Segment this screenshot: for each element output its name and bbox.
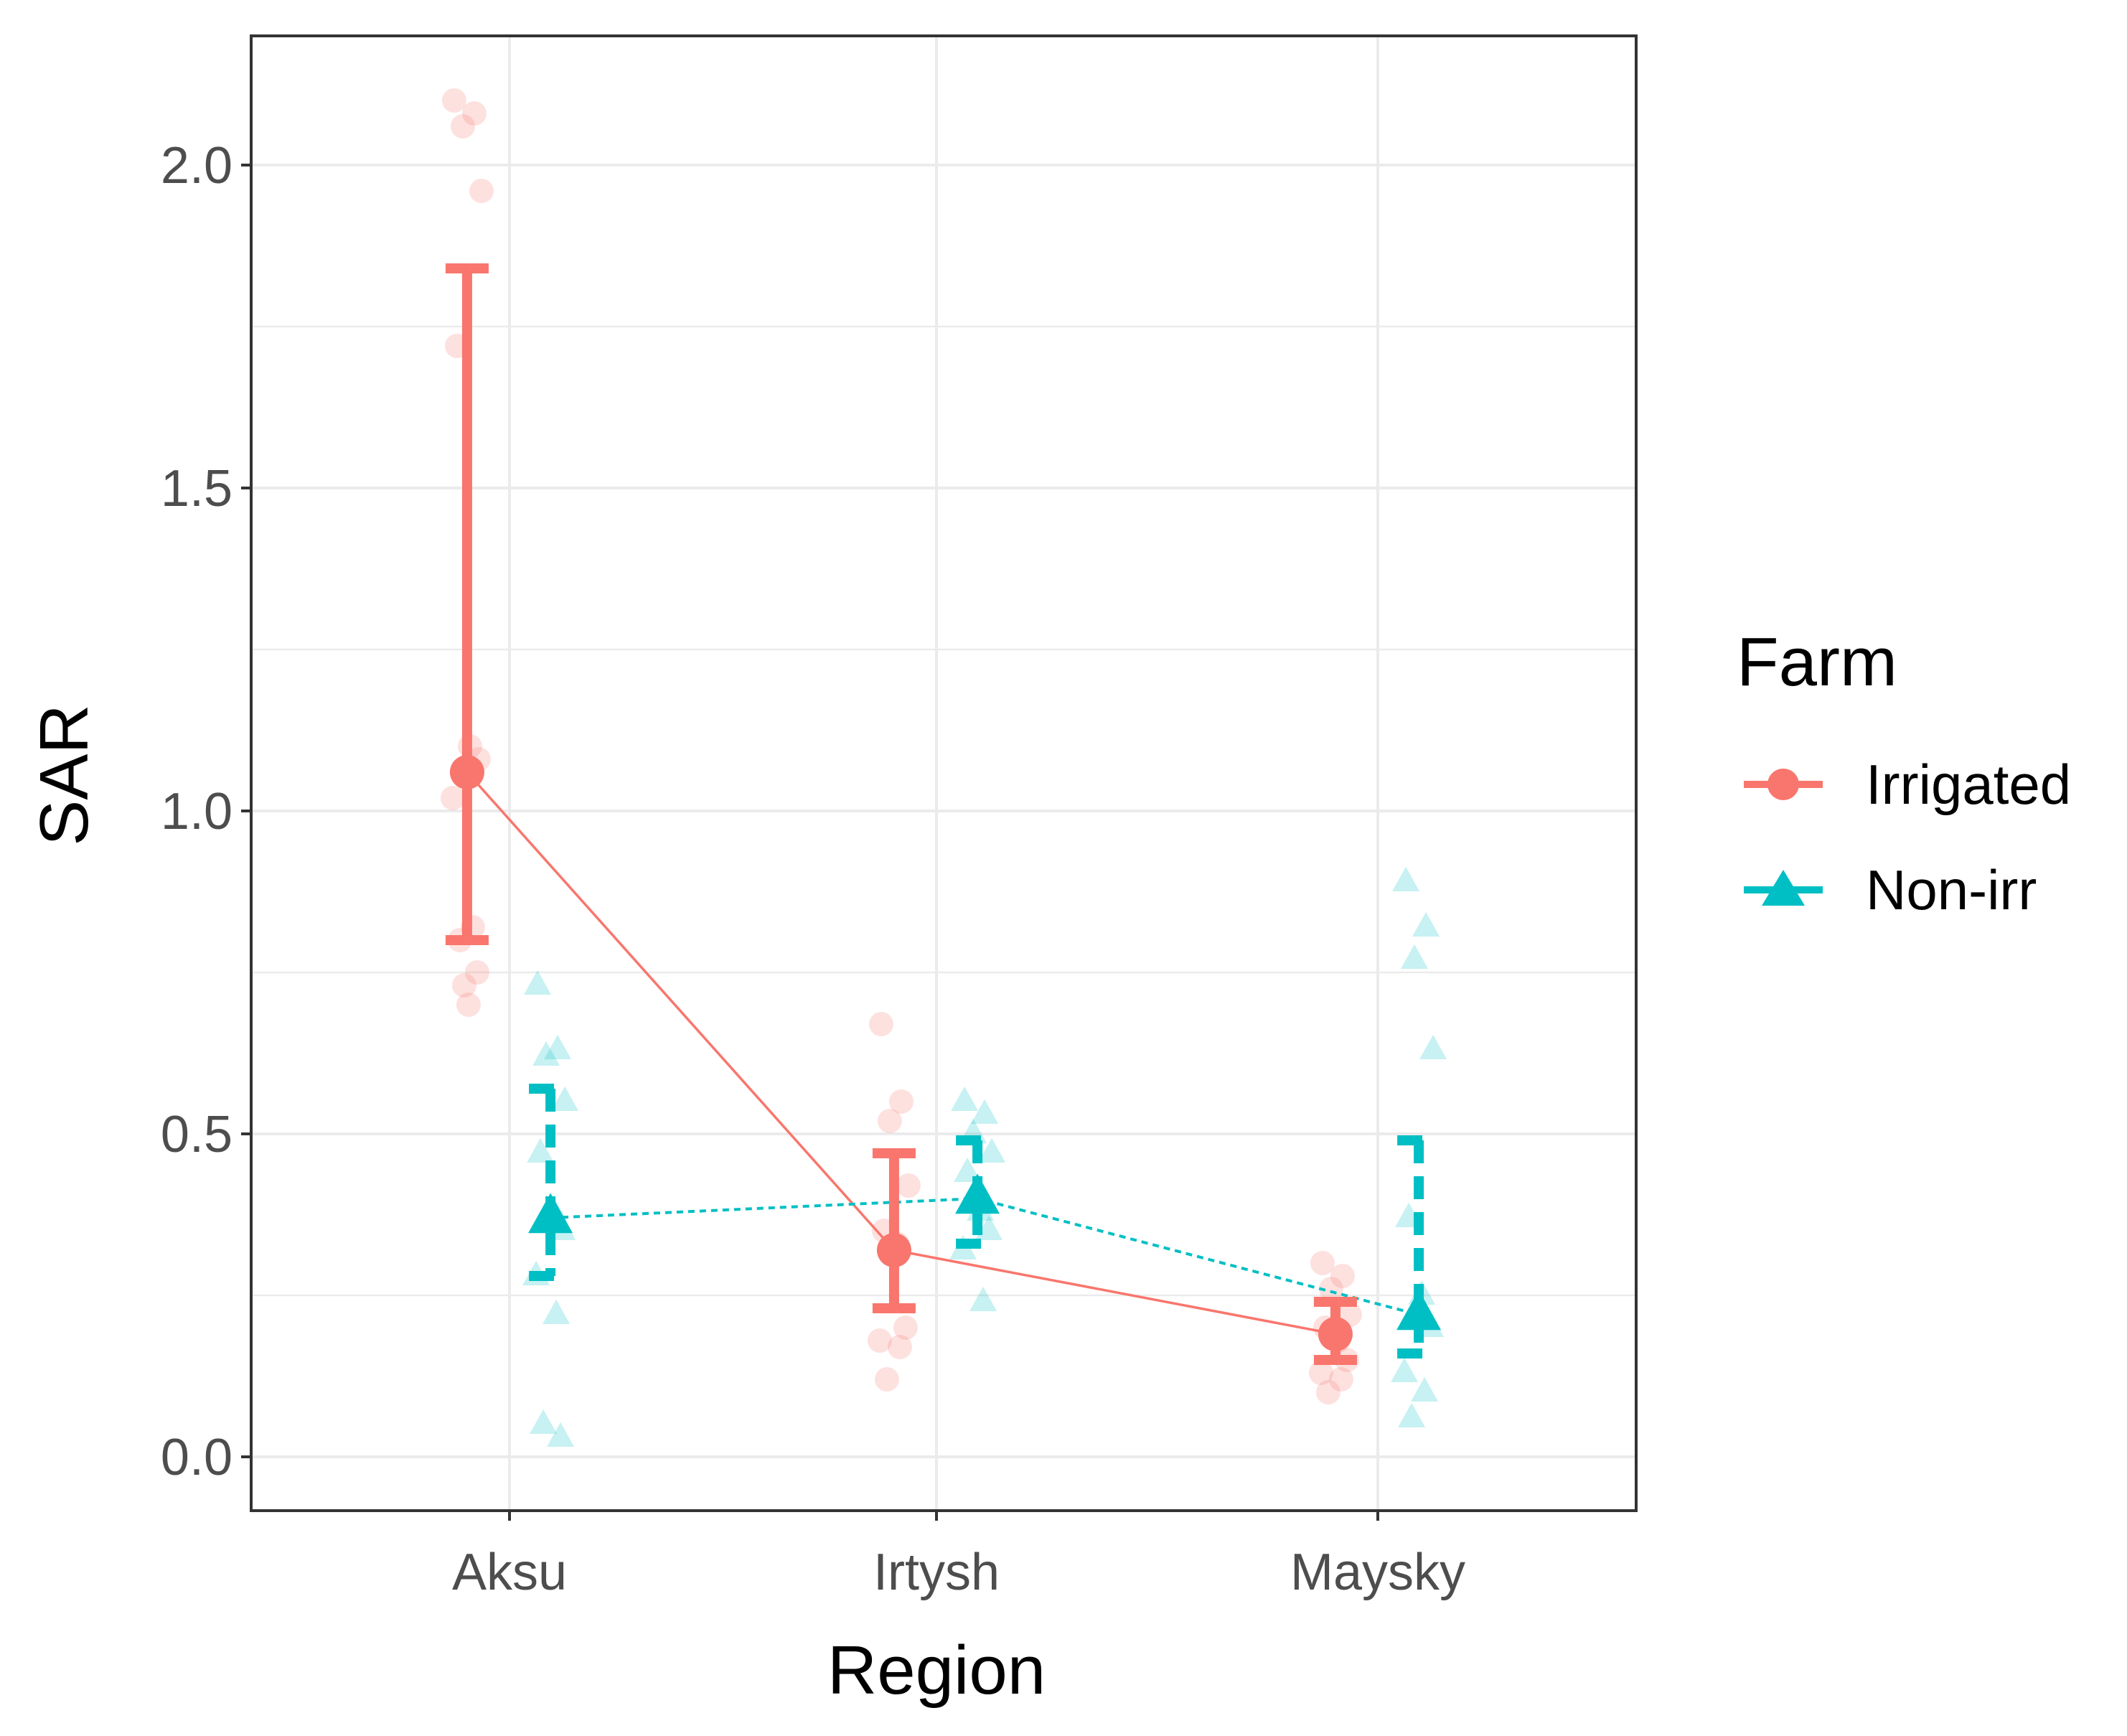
mean-point-irrigated-aksu <box>449 755 484 789</box>
y-axis-title: SAR <box>26 704 103 845</box>
raw-point-irrigated-irtysh-1 <box>888 1089 914 1114</box>
raw-point-irrigated-maysky-7 <box>1308 1361 1333 1385</box>
raw-point-irrigated-aksu-11 <box>451 973 476 998</box>
raw-point-non-irr-maysky-1 <box>1412 911 1440 937</box>
raw-point-non-irr-aksu-2 <box>532 1041 560 1066</box>
raw-point-irrigated-irtysh-8 <box>887 1335 912 1359</box>
raw-point-non-irr-maysky-3 <box>1419 1034 1447 1059</box>
legend-title: Farm <box>1737 624 1897 700</box>
raw-point-irrigated-maysky-9 <box>1315 1380 1340 1404</box>
y-tick-label-0: 0.0 <box>161 1429 233 1486</box>
plot-border <box>250 34 1638 1512</box>
raw-point-non-irr-aksu-10 <box>547 1422 575 1447</box>
raw-point-irrigated-maysky-2 <box>1318 1277 1343 1301</box>
raw-point-non-irr-irtysh-3 <box>978 1137 1006 1163</box>
raw-point-irrigated-aksu-12 <box>456 993 481 1017</box>
raw-point-non-irr-maysky-9 <box>1398 1402 1426 1427</box>
mean-point-irrigated-irtysh <box>876 1233 911 1267</box>
raw-point-irrigated-aksu-0 <box>441 88 466 113</box>
legend-label-non-irr: Non-irr <box>1866 858 2037 921</box>
x-axis-title: Region <box>827 1632 1046 1709</box>
axes: 0.0 0.5 1.0 1.5 2.0 Aksu Irtysh Maysky <box>161 137 1465 1601</box>
x-tick-label-aksu: Aksu <box>452 1544 567 1601</box>
mean-point-non-irr-irtysh <box>955 1173 1000 1214</box>
legend: Farm Irrigated Non-irr <box>1737 624 2071 921</box>
mean-point-non-irr-maysky <box>1396 1290 1442 1331</box>
raw-point-non-irr-maysky-7 <box>1391 1357 1419 1382</box>
raw-point-irrigated-aksu-10 <box>464 960 489 985</box>
x-tick-label-maysky: Maysky <box>1290 1544 1465 1601</box>
y-tick-label-3: 1.5 <box>161 460 233 517</box>
raw-point-non-irr-irtysh-4 <box>954 1157 982 1182</box>
raw-point-irrigated-maysky-1 <box>1330 1264 1355 1288</box>
legend-item-irrigated: Irrigated <box>1744 753 2071 816</box>
raw-point-non-irr-aksu-0 <box>524 970 552 995</box>
raw-point-irrigated-aksu-7 <box>440 786 465 810</box>
raw-point-non-irr-aksu-4 <box>527 1137 555 1163</box>
y-tick-label-1: 0.5 <box>161 1106 233 1163</box>
legend-key-irrigated-marker <box>1767 769 1799 800</box>
raw-point-irrigated-irtysh-9 <box>874 1367 899 1392</box>
raw-point-non-irr-aksu-1 <box>544 1034 572 1059</box>
raw-point-non-irr-aksu-9 <box>530 1409 558 1434</box>
y-tick-label-4: 2.0 <box>161 137 233 194</box>
error-bars <box>445 263 1424 1365</box>
grid-lines <box>251 36 1636 1511</box>
raw-point-non-irr-maysky-0 <box>1392 866 1420 891</box>
raw-point-non-irr-irtysh-8 <box>969 1286 997 1311</box>
raw-point-irrigated-irtysh-3 <box>896 1173 921 1198</box>
raw-point-irrigated-aksu-2 <box>450 114 475 139</box>
mean-markers <box>449 755 1442 1351</box>
raw-point-non-irr-maysky-8 <box>1411 1376 1439 1402</box>
raw-point-non-irr-irtysh-0 <box>951 1086 979 1111</box>
x-tick-label-irtysh: Irtysh <box>873 1544 1000 1601</box>
legend-label-irrigated: Irrigated <box>1866 753 2071 816</box>
raw-point-irrigated-maysky-8 <box>1328 1367 1353 1392</box>
raw-point-irrigated-aksu-1 <box>461 101 487 126</box>
mean-point-irrigated-maysky <box>1318 1317 1353 1351</box>
raw-point-irrigated-maysky-0 <box>1310 1251 1335 1275</box>
mean-point-non-irr-aksu <box>528 1193 573 1234</box>
legend-key-non-irr-marker <box>1762 870 1805 906</box>
raw-point-irrigated-irtysh-2 <box>877 1109 902 1133</box>
raw-point-irrigated-irtysh-0 <box>868 1012 893 1036</box>
raw-point-non-irr-aksu-8 <box>543 1299 571 1324</box>
raw-point-irrigated-irtysh-6 <box>893 1315 918 1340</box>
legend-item-non-irr: Non-irr <box>1744 858 2037 921</box>
raw-point-non-irr-maysky-2 <box>1401 944 1429 969</box>
raw-point-irrigated-aksu-3 <box>469 179 494 203</box>
raw-point-non-irr-aksu-3 <box>551 1086 579 1111</box>
raw-point-irrigated-irtysh-7 <box>867 1328 892 1353</box>
y-tick-label-2: 1.0 <box>161 783 233 840</box>
raw-point-non-irr-irtysh-1 <box>971 1099 999 1124</box>
